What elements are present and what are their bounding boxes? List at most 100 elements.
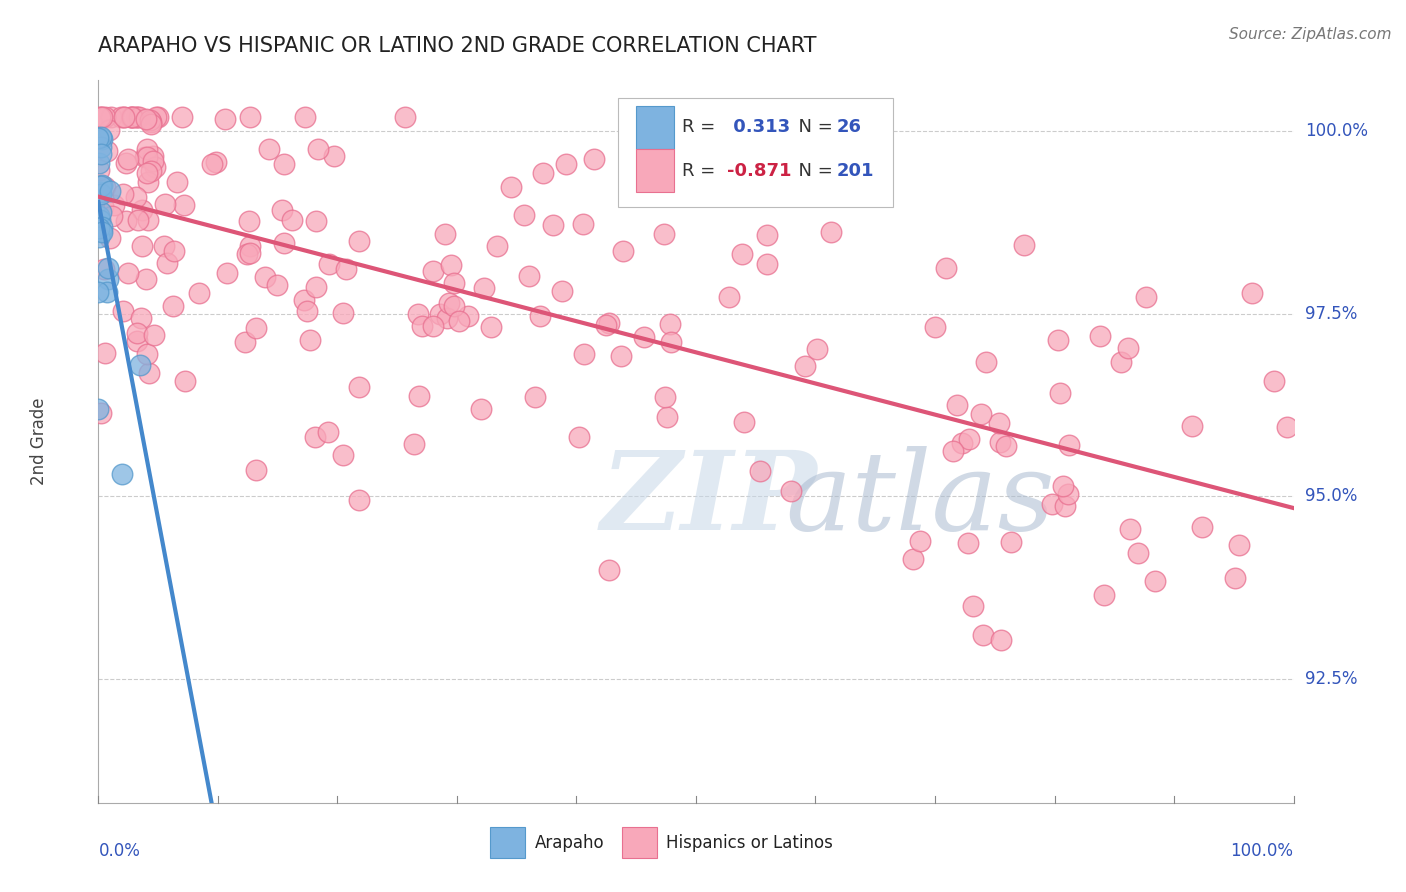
Point bbox=[89, 156, 111, 170]
Point bbox=[245, 321, 267, 335]
Text: 95.0%: 95.0% bbox=[1305, 487, 1357, 505]
Point bbox=[98, 123, 121, 137]
Text: ARAPAHO VS HISPANIC OR LATINO 2ND GRADE CORRELATION CHART: ARAPAHO VS HISPANIC OR LATINO 2ND GRADE … bbox=[98, 36, 817, 55]
Point bbox=[271, 202, 294, 217]
Point bbox=[100, 110, 122, 124]
Point bbox=[1109, 355, 1132, 369]
Point bbox=[131, 311, 153, 326]
Point bbox=[90, 178, 112, 192]
Point bbox=[406, 307, 429, 321]
Point bbox=[598, 316, 620, 330]
Point bbox=[90, 224, 112, 238]
Point bbox=[163, 244, 186, 259]
Point bbox=[654, 390, 676, 404]
Point bbox=[820, 225, 842, 239]
Text: 201: 201 bbox=[837, 161, 875, 179]
Point bbox=[1088, 328, 1111, 343]
Point bbox=[90, 406, 112, 420]
Point bbox=[125, 190, 148, 204]
Point bbox=[924, 320, 946, 334]
Point bbox=[297, 304, 319, 318]
Point bbox=[257, 142, 280, 156]
Point bbox=[780, 484, 803, 499]
Text: ZIP: ZIP bbox=[600, 446, 817, 553]
Point bbox=[994, 439, 1017, 453]
Point bbox=[98, 184, 121, 198]
Point bbox=[335, 262, 357, 277]
Point bbox=[87, 230, 110, 244]
Point bbox=[322, 149, 344, 163]
Point bbox=[93, 110, 115, 124]
Point bbox=[957, 432, 980, 446]
Point bbox=[125, 110, 148, 124]
Point bbox=[103, 198, 125, 212]
Point bbox=[125, 110, 148, 124]
Point bbox=[598, 563, 620, 577]
Point bbox=[135, 142, 157, 156]
Point bbox=[96, 144, 118, 158]
Point bbox=[1143, 574, 1166, 589]
Point bbox=[138, 112, 160, 127]
Point bbox=[429, 307, 451, 321]
Point bbox=[101, 209, 124, 223]
Point bbox=[1277, 420, 1299, 434]
Point bbox=[942, 444, 965, 458]
Point bbox=[135, 150, 157, 164]
Point bbox=[114, 155, 136, 169]
Point bbox=[572, 217, 595, 231]
Point bbox=[117, 152, 139, 166]
FancyBboxPatch shape bbox=[637, 106, 675, 149]
Point bbox=[156, 256, 179, 270]
Point bbox=[659, 317, 682, 331]
Point bbox=[945, 398, 967, 412]
Point bbox=[443, 276, 465, 290]
Point bbox=[90, 205, 112, 219]
Point bbox=[187, 286, 209, 301]
Point bbox=[135, 347, 157, 361]
Point bbox=[125, 334, 148, 348]
Point bbox=[90, 225, 112, 239]
Point bbox=[138, 366, 160, 380]
Point bbox=[93, 346, 115, 360]
Point bbox=[97, 272, 120, 286]
Point bbox=[253, 269, 276, 284]
Text: 26: 26 bbox=[837, 119, 862, 136]
Point bbox=[112, 110, 135, 124]
Point bbox=[633, 330, 655, 344]
Point bbox=[112, 187, 135, 202]
Point bbox=[1092, 588, 1115, 602]
Point bbox=[89, 220, 111, 235]
Point bbox=[1049, 386, 1071, 401]
Point bbox=[1263, 374, 1285, 388]
Point bbox=[316, 425, 339, 439]
Text: 92.5%: 92.5% bbox=[1305, 670, 1357, 688]
Point bbox=[950, 436, 973, 450]
Point bbox=[280, 213, 302, 227]
Point bbox=[479, 320, 502, 334]
Point bbox=[349, 234, 371, 248]
Point bbox=[136, 213, 159, 227]
FancyBboxPatch shape bbox=[491, 827, 524, 858]
Point bbox=[239, 245, 262, 260]
Point bbox=[806, 342, 828, 356]
Text: N =: N = bbox=[787, 119, 838, 136]
Point bbox=[93, 262, 115, 277]
Text: -0.871: -0.871 bbox=[727, 161, 792, 179]
Point bbox=[139, 117, 162, 131]
Point bbox=[970, 407, 993, 421]
FancyBboxPatch shape bbox=[637, 149, 675, 192]
Point bbox=[115, 214, 138, 228]
Point bbox=[1042, 497, 1064, 511]
Point bbox=[990, 632, 1012, 647]
Point bbox=[402, 437, 425, 451]
Point bbox=[142, 149, 165, 163]
Point bbox=[394, 110, 416, 124]
Point bbox=[1126, 546, 1149, 560]
Point bbox=[117, 266, 139, 280]
Point bbox=[201, 156, 224, 170]
Point bbox=[245, 463, 267, 477]
Point bbox=[170, 110, 193, 124]
Point bbox=[98, 230, 121, 244]
Point bbox=[574, 347, 596, 361]
Point bbox=[793, 359, 815, 374]
